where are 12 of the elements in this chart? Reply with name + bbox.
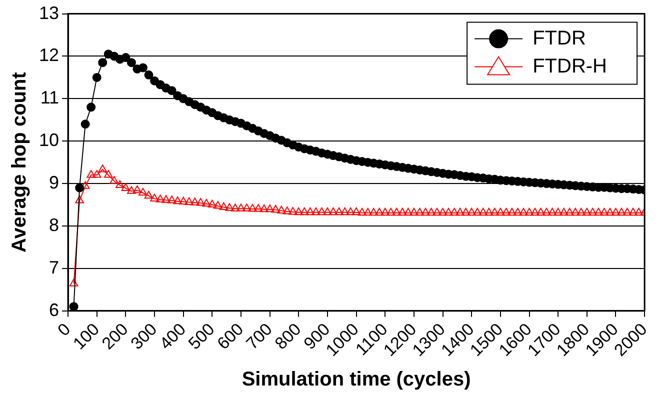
y-tick-label: 13 [38, 2, 60, 23]
y-tick-label: 8 [49, 214, 60, 235]
x-axis-title: Simulation time (cycles) [242, 368, 471, 391]
legend-label: FTDR-H [532, 55, 608, 78]
legend-label: FTDR [532, 27, 586, 50]
y-tick-label: 11 [40, 88, 60, 108]
y-tick-label: 6 [49, 300, 60, 320]
y-tick-label: 10 [38, 130, 60, 150]
y-tick-label: 12 [38, 45, 60, 66]
y-axis-title: Average hop count [8, 72, 31, 253]
y-tick-label: 9 [49, 172, 60, 192]
y-tick-label: 7 [49, 257, 60, 278]
